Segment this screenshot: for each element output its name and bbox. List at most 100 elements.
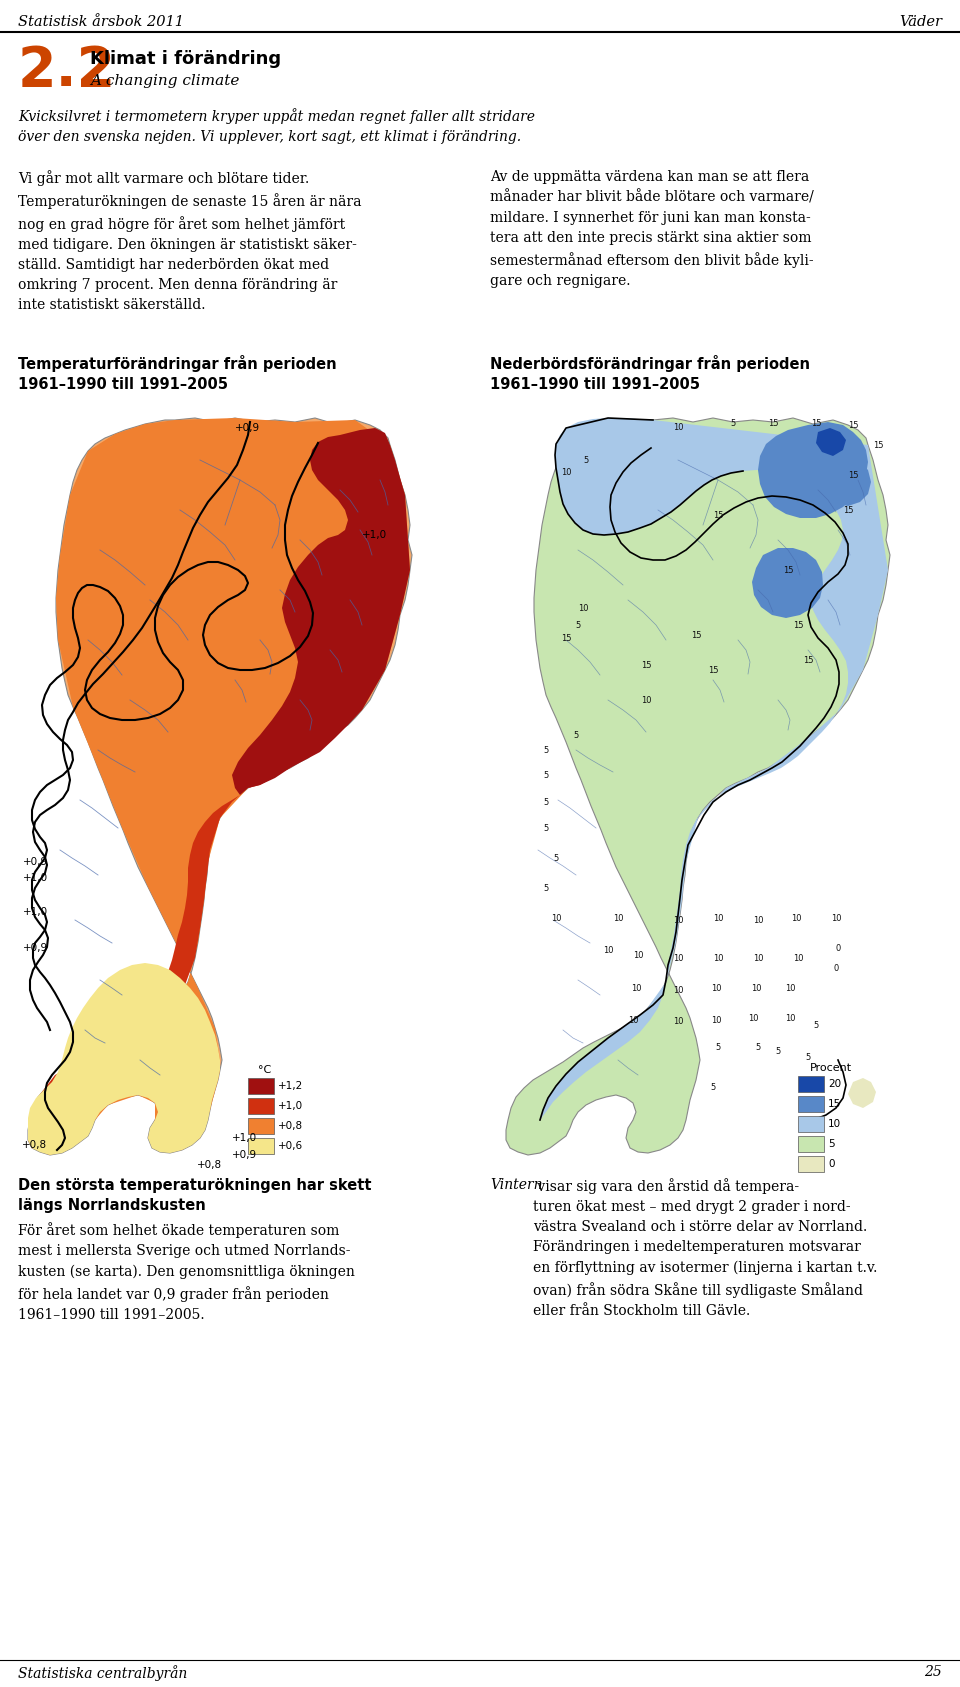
Text: +0,6: +0,6 — [278, 1140, 303, 1151]
Text: 5: 5 — [710, 1083, 715, 1093]
Text: 0: 0 — [835, 943, 841, 953]
Polygon shape — [28, 963, 220, 1156]
Text: Statistisk årsbok 2011: Statistisk årsbok 2011 — [18, 15, 184, 29]
Text: 5: 5 — [543, 884, 548, 892]
Text: 5: 5 — [813, 1021, 819, 1029]
Text: Den största temperaturökningen har skett: Den största temperaturökningen har skett — [18, 1178, 372, 1193]
Text: 5: 5 — [828, 1139, 834, 1149]
Text: 10: 10 — [830, 913, 841, 923]
Text: 5: 5 — [553, 854, 559, 862]
Text: 0: 0 — [828, 1159, 834, 1169]
Text: Statistiska centralbyrån: Statistiska centralbyrån — [18, 1665, 187, 1680]
Text: 20: 20 — [828, 1080, 841, 1090]
Text: Vintern: Vintern — [490, 1178, 542, 1193]
Text: 10: 10 — [748, 1014, 758, 1022]
Text: +0,9: +0,9 — [23, 857, 49, 867]
Text: 10: 10 — [673, 916, 684, 924]
Text: °C: °C — [258, 1064, 272, 1075]
Text: Kvicksilvret i termometern kryper uppåt medan regnet faller allt stridare
över d: Kvicksilvret i termometern kryper uppåt … — [18, 108, 535, 143]
Text: För året som helhet ökade temperaturen som
mest i mellersta Sverige och utmed No: För året som helhet ökade temperaturen s… — [18, 1221, 355, 1321]
Text: 10: 10 — [603, 945, 613, 955]
Text: 10: 10 — [673, 985, 684, 995]
Text: 10: 10 — [784, 1014, 795, 1022]
Text: 10: 10 — [673, 953, 684, 963]
Text: Klimat i förändring: Klimat i förändring — [90, 51, 281, 67]
Text: 15: 15 — [811, 418, 821, 427]
Bar — [798, 1076, 824, 1091]
Text: 10: 10 — [673, 1017, 684, 1026]
Text: 15: 15 — [803, 656, 813, 665]
Text: 15: 15 — [793, 621, 804, 629]
Polygon shape — [825, 457, 871, 506]
Text: 5: 5 — [543, 823, 548, 832]
Text: +0,9: +0,9 — [235, 423, 260, 434]
Text: 15: 15 — [640, 661, 651, 670]
Text: 10: 10 — [712, 953, 723, 963]
Text: 10: 10 — [793, 953, 804, 963]
Text: 10: 10 — [751, 984, 761, 992]
Text: 15: 15 — [828, 1098, 841, 1108]
Text: 15: 15 — [712, 511, 723, 520]
Text: Temperaturförändringar från perioden
1961–1990 till 1991–2005: Temperaturförändringar från perioden 196… — [18, 354, 337, 391]
Text: 10: 10 — [710, 984, 721, 992]
Polygon shape — [28, 768, 290, 1135]
Text: +0,9: +0,9 — [23, 943, 49, 953]
Text: 2.2: 2.2 — [18, 44, 116, 98]
Text: +0,8: +0,8 — [22, 1140, 48, 1151]
Text: 5: 5 — [715, 1044, 721, 1053]
Text: Vi går mot allt varmare och blötare tider.
Temperaturökningen de senaste 15 åren: Vi går mot allt varmare och blötare tide… — [18, 170, 362, 312]
Text: 10: 10 — [673, 422, 684, 432]
Text: 5: 5 — [543, 771, 548, 779]
Text: 15: 15 — [561, 634, 571, 643]
Text: 5: 5 — [805, 1053, 810, 1063]
Text: +1,2: +1,2 — [278, 1081, 303, 1091]
Text: längs Norrlandskusten: längs Norrlandskusten — [18, 1198, 205, 1213]
Polygon shape — [232, 428, 410, 795]
Text: +0,9: +0,9 — [232, 1151, 257, 1161]
Text: 10: 10 — [753, 916, 763, 924]
Polygon shape — [752, 548, 823, 617]
Text: 10: 10 — [578, 604, 588, 612]
Polygon shape — [28, 418, 410, 1156]
Text: 10: 10 — [710, 1016, 721, 1024]
Polygon shape — [28, 418, 412, 1156]
Polygon shape — [758, 422, 868, 518]
Text: Väder: Väder — [899, 15, 942, 29]
Text: 15: 15 — [848, 420, 858, 430]
Polygon shape — [506, 418, 890, 1156]
Text: +1,0: +1,0 — [232, 1134, 257, 1144]
Text: 10: 10 — [640, 695, 651, 705]
Text: 15: 15 — [768, 418, 779, 427]
Bar — [248, 1078, 274, 1093]
Text: 0: 0 — [833, 963, 839, 972]
Bar — [248, 1139, 274, 1154]
Text: 10: 10 — [631, 984, 641, 992]
Text: 10: 10 — [712, 913, 723, 923]
Text: visar sig vara den årstid då tempera-
turen ökat mest – med drygt 2 grader i nor: visar sig vara den årstid då tempera- tu… — [533, 1178, 877, 1318]
Text: +0,8: +0,8 — [198, 1161, 223, 1171]
Text: Procent: Procent — [810, 1063, 852, 1073]
Text: Av de uppmätta värdena kan man se att flera
månader har blivit både blötare och : Av de uppmätta värdena kan man se att fl… — [490, 170, 814, 288]
Text: +1,0: +1,0 — [363, 530, 388, 540]
Text: +1,0: +1,0 — [278, 1102, 303, 1112]
Bar — [798, 1135, 824, 1152]
Text: 10: 10 — [784, 984, 795, 992]
Bar — [798, 1117, 824, 1132]
Text: 25: 25 — [924, 1665, 942, 1679]
Text: 15: 15 — [843, 506, 853, 515]
Text: 5: 5 — [575, 621, 581, 629]
Text: 15: 15 — [873, 440, 883, 449]
Bar — [798, 1097, 824, 1112]
Text: 10: 10 — [561, 467, 571, 476]
Text: 5: 5 — [731, 418, 735, 427]
Text: 10: 10 — [551, 913, 562, 923]
Text: 15: 15 — [691, 631, 701, 639]
Bar — [248, 1098, 274, 1113]
Text: 10: 10 — [633, 950, 643, 960]
Text: +0,8: +0,8 — [278, 1120, 303, 1130]
Text: 5: 5 — [584, 455, 588, 464]
Bar — [798, 1156, 824, 1172]
Text: +1,0: +1,0 — [23, 908, 49, 918]
Text: 5: 5 — [573, 730, 579, 739]
Text: 15: 15 — [848, 471, 858, 479]
